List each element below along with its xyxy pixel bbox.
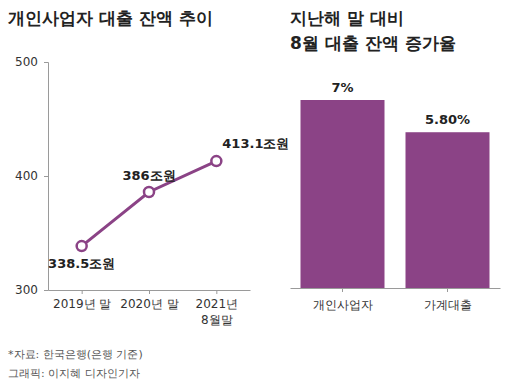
x-tick-label: 2020년 말 — [120, 297, 178, 311]
y-tick-label: 300 — [15, 283, 38, 297]
plot-area — [301, 100, 490, 288]
canvas: 개인사업자 대출 잔액 추이 300 400 500 2019년 말 2020년 말 202… — [0, 0, 520, 390]
y-tick: 400 — [15, 169, 48, 183]
axis-line — [291, 288, 501, 289]
x-tick-mark — [216, 290, 217, 294]
x-tick-mark — [342, 288, 343, 292]
x-tick: 2020년 말 — [120, 290, 178, 311]
x-tick-mark — [149, 290, 150, 294]
y-tick-mark — [44, 176, 48, 177]
data-label: 5.80% — [425, 112, 470, 127]
x-tick: 가계대출 — [424, 288, 472, 312]
x-axis: 2019년 말 2020년 말 2021년8월말 — [49, 290, 251, 327]
y-tick-mark — [44, 62, 48, 63]
x-tick-label: 2021년8월말 — [196, 297, 239, 327]
bar — [406, 132, 490, 288]
footnote: 그래픽: 이지혜 디자인기자 — [8, 367, 140, 380]
y-tick-label: 500 — [15, 55, 38, 69]
plot-area — [77, 156, 222, 251]
x-tick: 개인사업자 — [313, 288, 373, 312]
data-label: 338.5조원 — [48, 256, 115, 271]
y-axis: 300 400 500 — [15, 55, 48, 297]
x-axis: 개인사업자 가계대출 — [291, 288, 501, 312]
y-tick: 500 — [15, 55, 48, 69]
x-tick: 2019년 말 — [53, 290, 111, 311]
data-line — [82, 161, 217, 246]
data-label: 7% — [331, 80, 353, 95]
chart-title: 지난해 말 대비8월 대출 잔액 증가율 — [290, 8, 456, 53]
data-label: 413.1조원 — [222, 136, 289, 151]
footnote: *자료: 한국은행(은행 기준) — [8, 348, 143, 361]
x-tick-mark — [447, 288, 448, 292]
data-point — [211, 156, 221, 166]
data-point — [144, 187, 154, 197]
y-tick-mark — [44, 290, 48, 291]
x-tick: 2021년8월말 — [196, 290, 239, 327]
x-tick-label: 개인사업자 — [313, 298, 373, 312]
x-tick-mark — [82, 290, 83, 294]
background — [0, 0, 520, 390]
y-tick-label: 400 — [15, 169, 38, 183]
y-tick: 300 — [15, 283, 48, 297]
chart-root: 개인사업자 대출 잔액 추이 300 400 500 2019년 말 2020년 말 202… — [0, 0, 520, 390]
data-point — [77, 241, 87, 251]
data-label: 386조원 — [122, 168, 175, 183]
chart-title: 개인사업자 대출 잔액 추이 — [8, 8, 213, 28]
bar — [301, 100, 385, 288]
x-tick-label: 2019년 말 — [53, 297, 111, 311]
x-tick-label: 가계대출 — [424, 298, 472, 312]
